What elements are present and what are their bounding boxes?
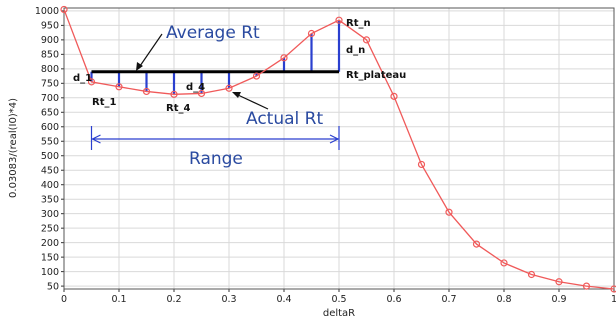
y-tick-label: 800 <box>41 64 59 75</box>
x-axis-title: deltaR <box>323 308 355 319</box>
x-tick-label: 0 <box>61 294 67 305</box>
data-point <box>555 278 563 286</box>
x-tick-label: 0.7 <box>441 294 456 305</box>
range-group <box>90 126 340 150</box>
x-tick-label: 0.3 <box>221 294 236 305</box>
data-point <box>390 92 398 100</box>
x-tick-label: 0.2 <box>166 294 181 305</box>
y-tick-label: 900 <box>41 35 59 46</box>
data-point <box>610 285 616 293</box>
y-tick-label: 550 <box>41 137 59 148</box>
data-point <box>500 259 508 267</box>
data-point <box>225 84 233 92</box>
range-arrow-head-right <box>329 134 340 144</box>
y-tick-label: 250 <box>41 223 59 234</box>
range-arrow-head-left <box>91 134 101 144</box>
y-tick-label: 500 <box>41 151 59 162</box>
actual-rt-arrow-head <box>232 92 241 98</box>
series-line <box>63 9 615 290</box>
data-point <box>445 208 453 216</box>
y-tick-label: 950 <box>41 21 59 32</box>
y-tick-label: 650 <box>41 108 59 119</box>
y-tick-label: 200 <box>41 238 59 249</box>
y-tick-label: 350 <box>41 194 59 205</box>
y-tick-label: 150 <box>41 252 59 263</box>
annotation-rt-n: Rt_n <box>346 18 371 29</box>
y-tick-label: 700 <box>41 93 59 104</box>
x-tick-label: 0.9 <box>551 294 566 305</box>
x-tick-label: 0.1 <box>111 294 126 305</box>
axes <box>61 7 615 292</box>
y-tick-label: 750 <box>41 79 59 90</box>
x-tick-label: 0.6 <box>386 294 401 305</box>
average-rt-arrow <box>139 33 163 67</box>
data-point <box>527 270 536 279</box>
annotation-average-rt: Average Rt <box>166 23 260 43</box>
data-point <box>142 87 151 96</box>
data-point <box>87 78 96 86</box>
data-point <box>60 5 68 14</box>
annotation-actual-rt: Actual Rt <box>246 109 323 129</box>
annotation-d-4: d_4 <box>186 82 205 93</box>
y-tick-label: 300 <box>41 209 59 220</box>
y-tick-labels: 50 100 150 200 250 300 350 400 450 500 550 600 650 70… <box>35 6 59 292</box>
data-point <box>335 16 343 24</box>
annotation-rt-4: Rt_4 <box>166 103 190 114</box>
annotation-d-1: d_1 <box>73 73 92 84</box>
data-point <box>307 29 316 38</box>
x-tick-label: 0.8 <box>496 294 511 305</box>
data-point <box>362 36 371 44</box>
x-tick-labels: 0 0.1 0.2 0.3 0.4 0.5 0.6 0.7 0.8 0.9 1 <box>61 294 616 305</box>
y-tick-label: 850 <box>41 50 59 61</box>
data-point <box>252 72 261 80</box>
x-tick-label: 1 <box>611 294 616 305</box>
y-tick-label: 450 <box>41 166 59 177</box>
x-tick-label: 0.5 <box>331 294 346 305</box>
average-rt-arrow-head <box>136 62 143 71</box>
data-point <box>280 54 288 62</box>
annotation-rt-1: Rt_1 <box>92 97 116 108</box>
x-tick-label: 0.4 <box>276 294 291 305</box>
plateau-label: Rt_plateau <box>346 70 406 81</box>
data-point <box>197 89 206 98</box>
data-point <box>472 240 481 248</box>
y-tick-label: 1000 <box>35 6 59 17</box>
data-point <box>115 83 123 91</box>
y-axis-title: 0.03083/(real(I0)*4) <box>8 98 19 198</box>
y-tick-label: 100 <box>41 267 59 278</box>
y-tick-label: 600 <box>41 122 59 133</box>
annotation-d-n: d_n <box>346 45 365 56</box>
data-point <box>170 90 178 98</box>
data-point <box>417 160 426 169</box>
actual-rt-arrow <box>237 94 269 110</box>
range-label: Range <box>189 149 243 169</box>
y-tick-label: 400 <box>41 180 59 191</box>
data-point <box>582 282 591 290</box>
plot-frame <box>63 7 615 290</box>
y-tick-label: 50 <box>47 281 59 292</box>
curve-group <box>60 5 616 293</box>
annotations: Average Rt Actual Rt Range Rt_1 Rt_4 Rt_… <box>73 18 406 169</box>
